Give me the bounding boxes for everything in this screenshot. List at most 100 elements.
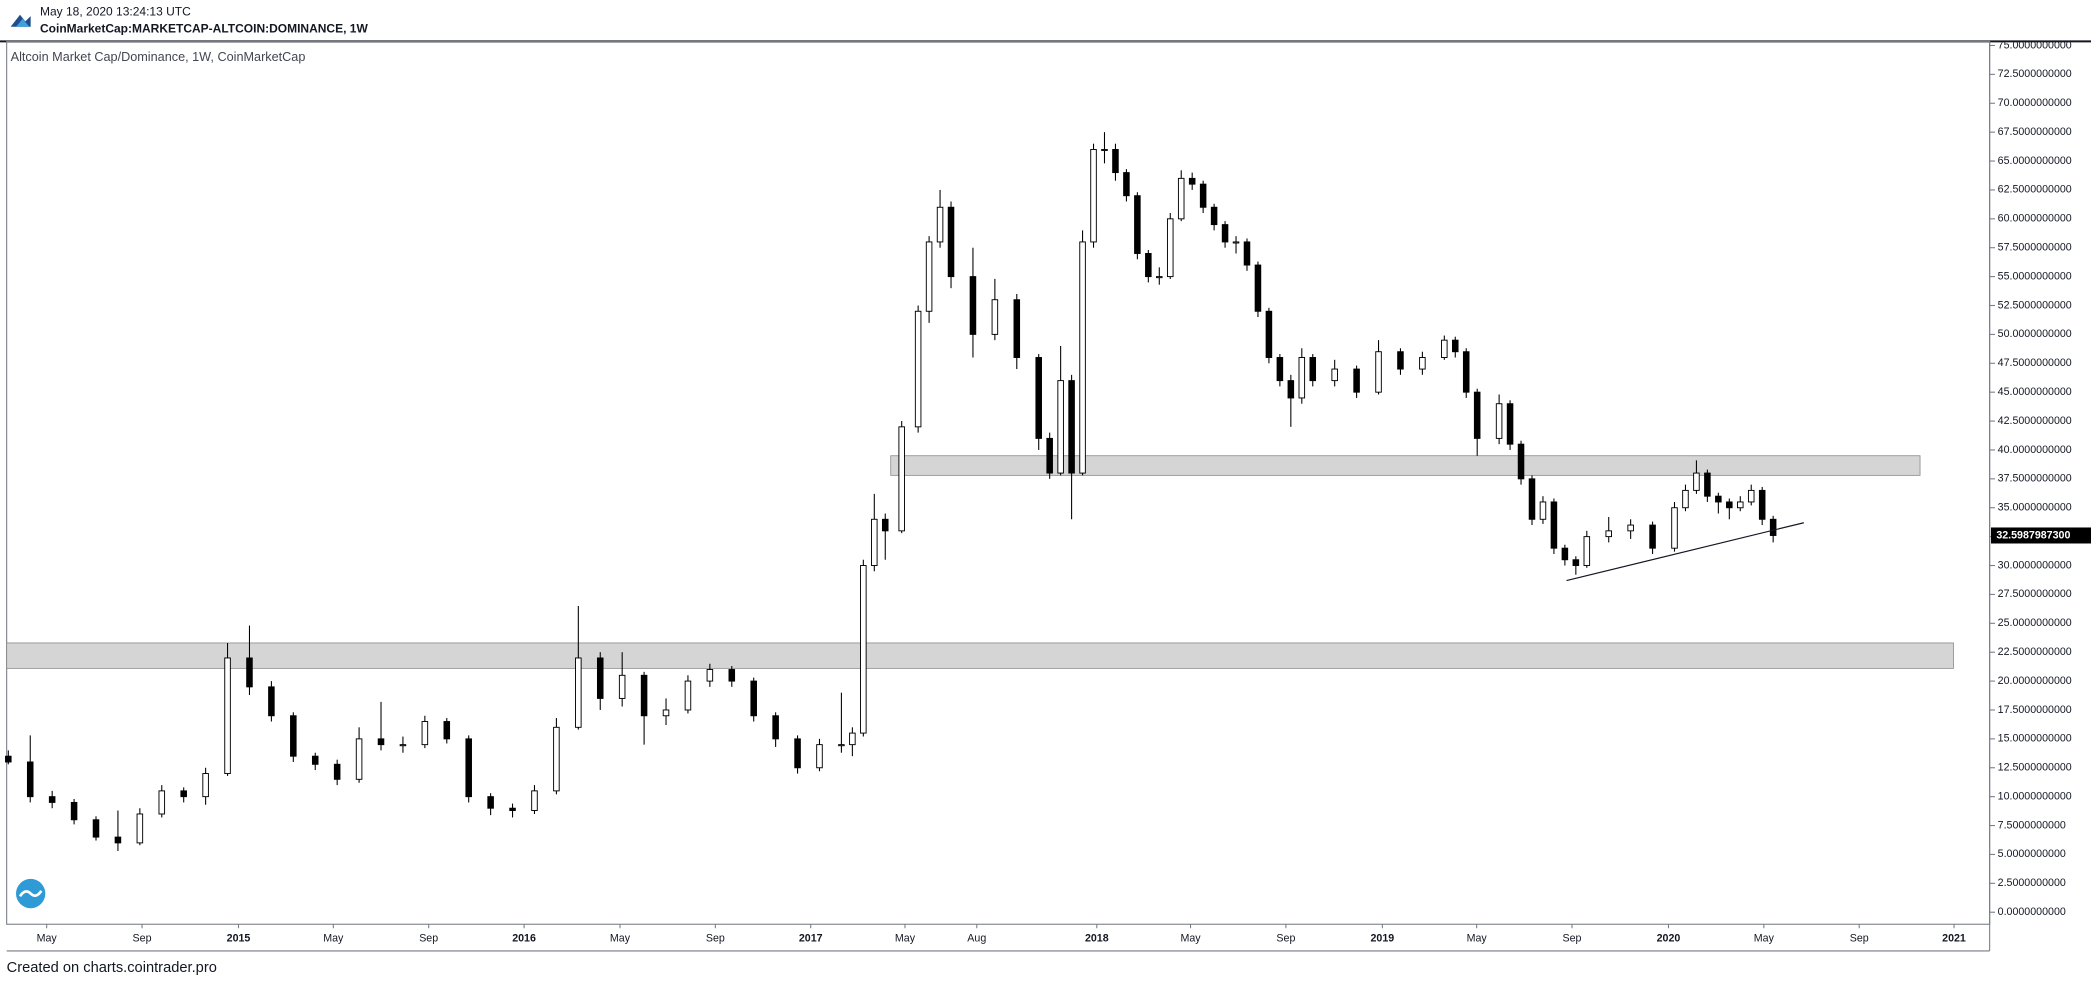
y-tick-label: 62.5000000000 [1998, 184, 2072, 196]
candle-body [1112, 149, 1119, 174]
candle-body [871, 518, 878, 566]
x-tick-label: May [323, 933, 344, 945]
candle-body [706, 669, 714, 682]
x-tick-label: May [37, 933, 58, 945]
x-tick-label: Sep [1850, 933, 1869, 945]
candle-body [1419, 357, 1426, 370]
y-tick-label: 45.0000000000 [1998, 386, 2072, 398]
logo [10, 14, 31, 27]
y-tick-label: 10.0000000000 [1998, 790, 2072, 802]
y-tick-label: 35.0000000000 [1998, 502, 2072, 514]
last-price-label: 32.5987987300 [1996, 529, 2070, 541]
candle-body [596, 657, 604, 699]
candle-body [377, 738, 385, 746]
y-tick-label: 72.5000000000 [1998, 68, 2072, 80]
zone [890, 455, 1921, 476]
candle-body [575, 657, 582, 728]
candle-body [1397, 351, 1404, 370]
candle-body [1265, 310, 1273, 358]
candle-body [421, 721, 429, 746]
y-tick-label: 30.0000000000 [1998, 559, 2072, 571]
x-tick-label: 2020 [1657, 933, 1681, 945]
candle-body [553, 726, 560, 792]
candle-body [26, 761, 34, 798]
x-tick-label: 2016 [512, 933, 536, 945]
candle-body [114, 836, 122, 844]
x-tick-label: 2017 [799, 933, 823, 945]
trendline [1566, 522, 1804, 582]
y-tick-label: 25.0000000000 [1998, 617, 2072, 629]
candle-body [5, 755, 12, 763]
y-tick-label: 57.5000000000 [1998, 242, 2072, 254]
timestamp: May 18, 2020 13:24:13 UTC [40, 4, 191, 18]
last-price-badge [1990, 527, 2091, 544]
x-tick-label: Sep [1276, 933, 1295, 945]
y-tick-label: 40.0000000000 [1998, 444, 2072, 456]
y-tick-label: 20.0000000000 [1998, 675, 2072, 687]
candle-body [1758, 489, 1766, 520]
candle-body [1737, 501, 1744, 509]
zone [6, 642, 1954, 669]
candle-body [838, 744, 845, 747]
y-tick-label: 52.5000000000 [1998, 299, 2072, 311]
candle-body [618, 674, 626, 699]
candle-body [1123, 172, 1130, 197]
y-tick-label: 27.5000000000 [1998, 588, 2072, 600]
candle-body [333, 763, 341, 780]
watermark-icon [16, 878, 46, 909]
candle-body [1715, 495, 1722, 503]
y-tick-label: 17.5000000000 [1998, 704, 2072, 716]
candle-body [1747, 489, 1755, 503]
candle-body [224, 657, 231, 775]
y-tick-label: 67.5000000000 [1998, 126, 2072, 138]
x-tick-label: Aug [967, 933, 986, 945]
candle-body [1473, 391, 1481, 439]
candle-body [1331, 368, 1338, 382]
candle-body [1726, 501, 1733, 509]
candle-body [1090, 149, 1097, 243]
candle-body [684, 680, 692, 711]
x-tick-label: 2021 [1942, 933, 1966, 945]
y-tick-label: 37.5000000000 [1998, 473, 2072, 485]
candle-body [509, 807, 516, 811]
x-tick-label: 2019 [1371, 933, 1395, 945]
candle-body [1221, 224, 1229, 243]
candle-body [816, 744, 823, 769]
candle-body [1539, 501, 1547, 520]
candle-body [1693, 472, 1700, 491]
y-tick-label: 75.0000000000 [1998, 39, 2072, 51]
x-tick-label: May [1754, 933, 1775, 945]
symbol: CoinMarketCap:MARKETCAP-ALTCOIN:DOMINANC… [40, 22, 368, 36]
candle-body [487, 796, 494, 809]
candle-body [662, 709, 670, 717]
candle-body [925, 241, 933, 312]
candle-body [794, 738, 801, 769]
x-tick-label: May [1180, 933, 1201, 945]
y-tick-label: 5.0000000000 [1998, 848, 2066, 860]
candle-body [1671, 507, 1678, 549]
candle-body [180, 790, 187, 798]
candle-body [1068, 380, 1075, 474]
x-tick-label: May [895, 933, 916, 945]
y-tick-label: 65.0000000000 [1998, 155, 2072, 167]
candle-body [969, 276, 977, 335]
candle-body [947, 206, 955, 278]
candle-body [849, 732, 856, 746]
candle-body [70, 801, 78, 821]
candle-body [1353, 368, 1360, 393]
candle-body [1013, 299, 1021, 358]
candle-body [1276, 357, 1284, 382]
candle-body [1561, 547, 1569, 561]
candle-body [1232, 241, 1240, 244]
candle-body [1057, 380, 1064, 474]
candle-body [640, 674, 648, 717]
y-tick-label: 47.5000000000 [1998, 357, 2072, 369]
candle-body [1309, 357, 1317, 382]
candle-body [1210, 206, 1218, 226]
chart-title: Altcoin Market Cap/Dominance, 1W, CoinMa… [11, 50, 306, 64]
candle-body [465, 738, 472, 798]
candle-body [1572, 559, 1580, 566]
candle-body [1298, 357, 1306, 399]
candle-body [92, 819, 100, 838]
